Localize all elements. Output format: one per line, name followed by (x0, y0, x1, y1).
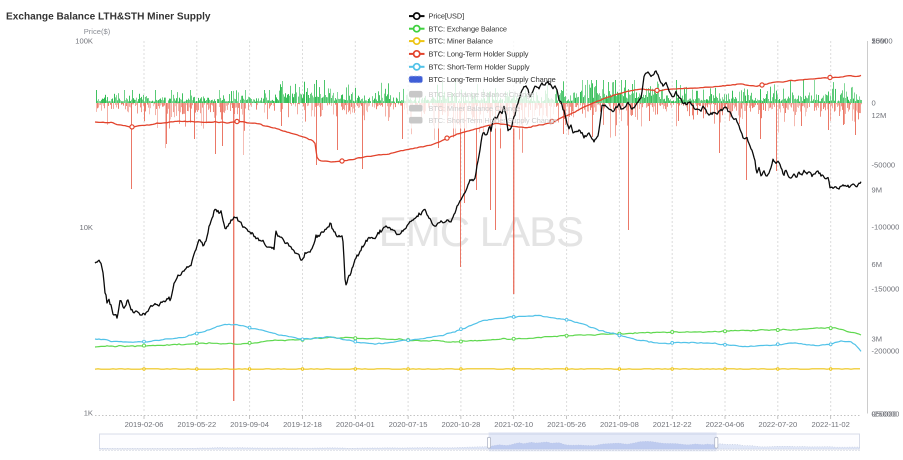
svg-text:9M: 9M (872, 186, 883, 195)
svg-text:-250000: -250000 (872, 410, 900, 419)
svg-text:Price($): Price($) (84, 27, 111, 36)
svg-text:-100000: -100000 (872, 223, 900, 232)
svg-text:2022-11-02: 2022-11-02 (812, 420, 850, 429)
svg-text:0: 0 (872, 99, 876, 108)
svg-text:BTC: Exchange Balance: BTC: Exchange Balance (429, 24, 507, 33)
svg-text:2021-05-26: 2021-05-26 (547, 420, 586, 429)
svg-text:10K: 10K (79, 223, 93, 232)
svg-text:2021-09-08: 2021-09-08 (600, 420, 639, 429)
svg-text:100K: 100K (75, 37, 93, 46)
svg-text:2019-05-22: 2019-05-22 (177, 420, 216, 429)
svg-text:2019-09-04: 2019-09-04 (230, 420, 269, 429)
svg-text:BTC: Short-Term Holder Supply: BTC: Short-Term Holder Supply Change (429, 116, 557, 125)
svg-text:2021-12-22: 2021-12-22 (653, 420, 692, 429)
svg-text:BTC: Long-Term Holder Supply: BTC: Long-Term Holder Supply (429, 50, 529, 59)
svg-text:-150000: -150000 (872, 285, 900, 294)
svg-text:BTC: Long-Term Holder Supply C: BTC: Long-Term Holder Supply Change (429, 75, 556, 84)
svg-text:2500: 2500 (872, 37, 889, 46)
svg-text:Price[USD]: Price[USD] (429, 12, 465, 21)
svg-text:6M: 6M (872, 260, 883, 269)
svg-text:0: 0 (872, 410, 876, 419)
svg-text:-200000: -200000 (872, 347, 900, 356)
svg-text:15M: 15M (872, 37, 887, 46)
svg-text:BTC: Miner Balance: BTC: Miner Balance (429, 37, 493, 46)
svg-text:Exchange Balance LTH&STH Miner: Exchange Balance LTH&STH Miner Supply (6, 12, 211, 23)
svg-text:2019-02-06: 2019-02-06 (125, 420, 164, 429)
svg-text:EMC LABS: EMC LABS (379, 208, 583, 255)
svg-text:3M: 3M (872, 334, 883, 343)
svg-text:2020-10-28: 2020-10-28 (441, 420, 480, 429)
svg-text:50000: 50000 (872, 37, 893, 46)
svg-text:BTC: Exchange Balance Change: BTC: Exchange Balance Change (429, 90, 535, 99)
svg-text:2021-02-10: 2021-02-10 (494, 420, 533, 429)
svg-text:2020-04-01: 2020-04-01 (336, 420, 375, 429)
svg-text:-50000: -50000 (872, 161, 896, 170)
svg-text:2022-07-20: 2022-07-20 (758, 420, 797, 429)
svg-text:2019-12-18: 2019-12-18 (283, 420, 322, 429)
svg-text:12M: 12M (872, 111, 887, 120)
svg-text:BTC: Miner Balance Change: BTC: Miner Balance Change (429, 104, 521, 113)
svg-text:950000: 950000 (872, 410, 897, 419)
svg-text:1K: 1K (84, 409, 93, 418)
svg-text:2020-07-15: 2020-07-15 (389, 420, 428, 429)
svg-text:BTC: Short-Term Holder Supply: BTC: Short-Term Holder Supply (429, 62, 530, 71)
svg-text:2022-04-06: 2022-04-06 (706, 420, 745, 429)
